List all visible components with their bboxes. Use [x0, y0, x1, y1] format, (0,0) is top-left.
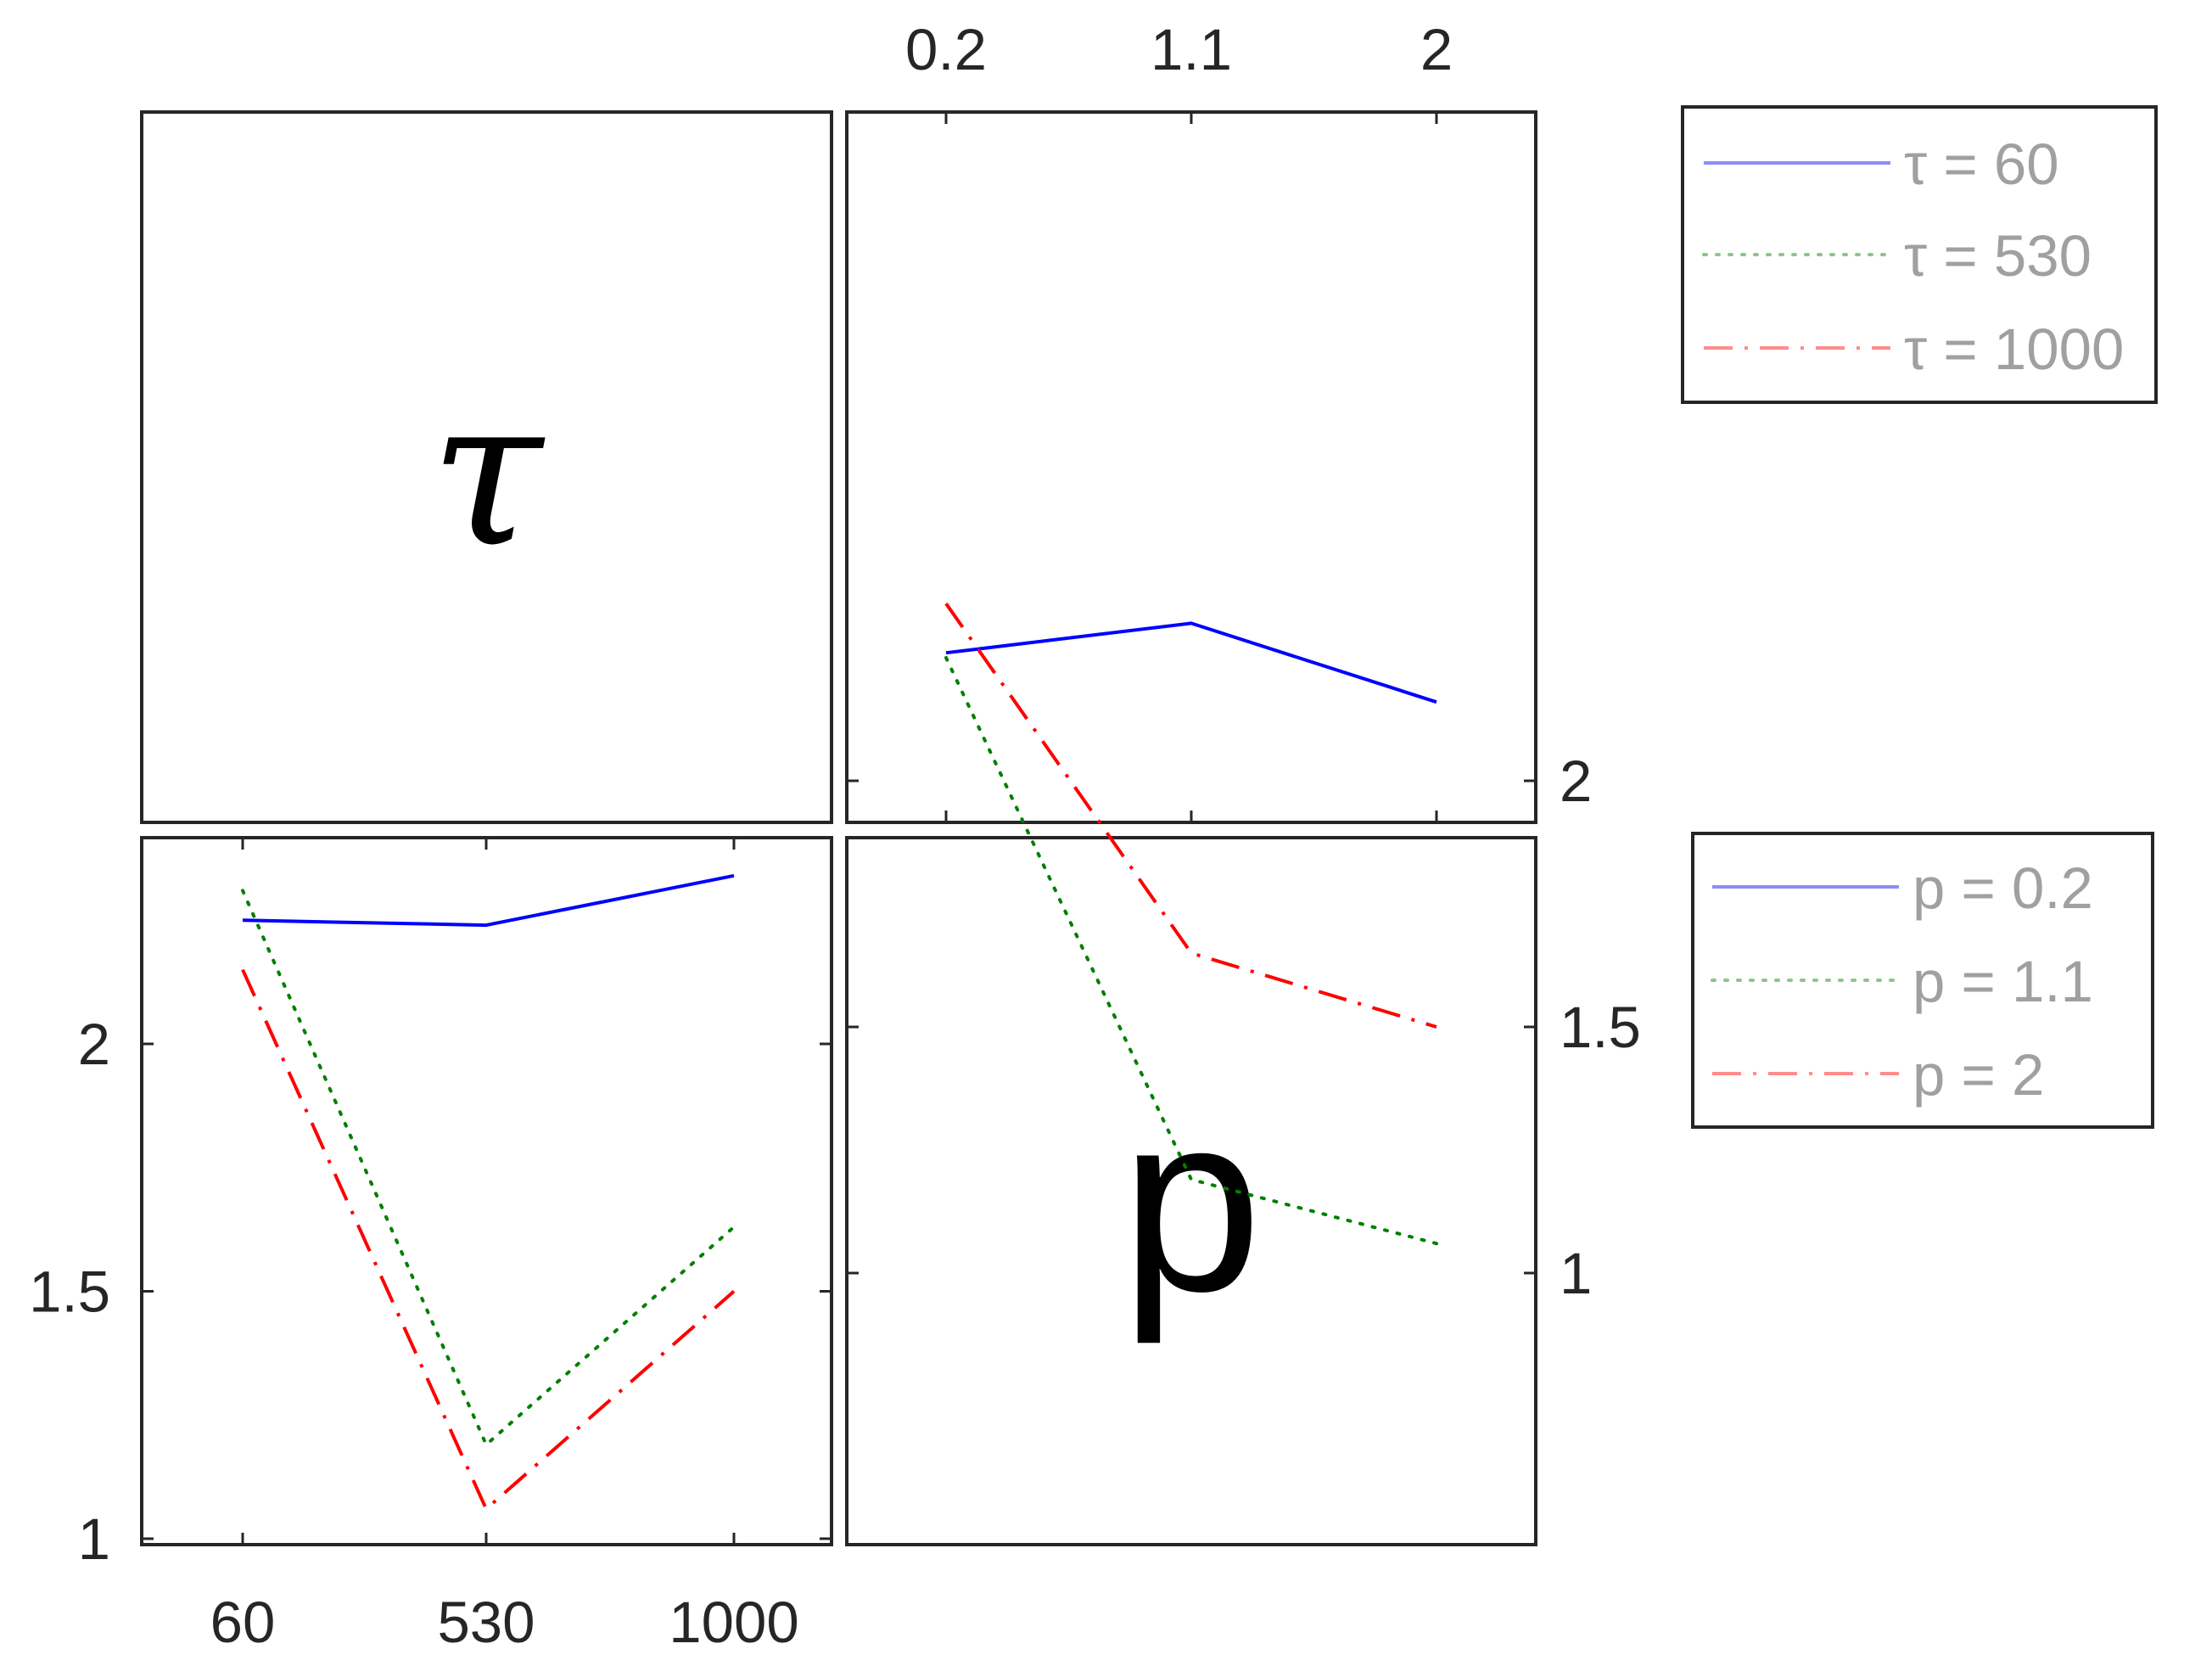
- legend-p-label-2: p = 2: [1912, 1042, 2044, 1108]
- tau-vs-p-series-line-1: [242, 873, 735, 928]
- p-vs-tau-xtick-label-2: 2: [1420, 17, 1453, 82]
- legend-p: p = 0.2 p = 1.1 p = 2: [1691, 832, 2154, 1129]
- tau-vs-p-ytick-label-1.5: 1.5: [29, 1259, 110, 1325]
- panel-frame-diag-tau: [140, 110, 833, 824]
- legend-tau-label-1000: τ = 1000: [1904, 317, 2124, 382]
- p-vs-tau-ytick-label-1: 1: [1560, 1241, 1592, 1306]
- p-vs-tau-ytick-label-2: 2: [1560, 749, 1592, 814]
- tau-vs-p-ytick-label-1: 1: [78, 1506, 110, 1572]
- legend-tau-label-530: τ = 530: [1904, 223, 2092, 289]
- legend-tau-box: [1681, 105, 2158, 404]
- panel-frame-diag-p: [845, 836, 1537, 1546]
- legend-p-box: [1691, 832, 2154, 1129]
- tau-vs-p-xtick-label-1000: 1000: [669, 1590, 799, 1655]
- p-vs-tau-xtick-label-0.2: 0.2: [905, 17, 987, 82]
- tau-vs-p-ytick-label-2: 2: [78, 1012, 110, 1077]
- legend-p-label-1.1: p = 1.1: [1912, 949, 2093, 1014]
- p-vs-tau-series-line-2: [944, 656, 1438, 1246]
- tau-vs-p-xtick-label-530: 530: [437, 1590, 535, 1655]
- diag-label-p: p: [1121, 1059, 1263, 1346]
- tau-vs-p-series-line-3: [241, 968, 736, 1511]
- panel-frame-tau-vs-p: [140, 836, 833, 1546]
- p-vs-tau-xtick-label-1.1: 1.1: [1151, 17, 1232, 82]
- p-vs-tau-ytick-label-1.5: 1.5: [1560, 995, 1641, 1060]
- tau-vs-p-xtick-label-60: 60: [210, 1590, 276, 1655]
- legend-p-label-0.2: p = 0.2: [1912, 855, 2093, 921]
- panel-frame-p-vs-tau: [845, 110, 1537, 824]
- diag-label-tau: τ: [430, 354, 546, 592]
- plot-p-vs-tau: 0.2 1.1 2 2 1.5 1: [847, 17, 1641, 1306]
- p-vs-tau-series-line-1: [945, 621, 1437, 704]
- legend-tau-label-60: τ = 60: [1904, 132, 2059, 197]
- plot-tau-vs-p: 60 530 1000 2 1.5 1: [29, 838, 832, 1655]
- legend-tau: τ = 60 τ = 530 τ = 1000: [1681, 105, 2158, 404]
